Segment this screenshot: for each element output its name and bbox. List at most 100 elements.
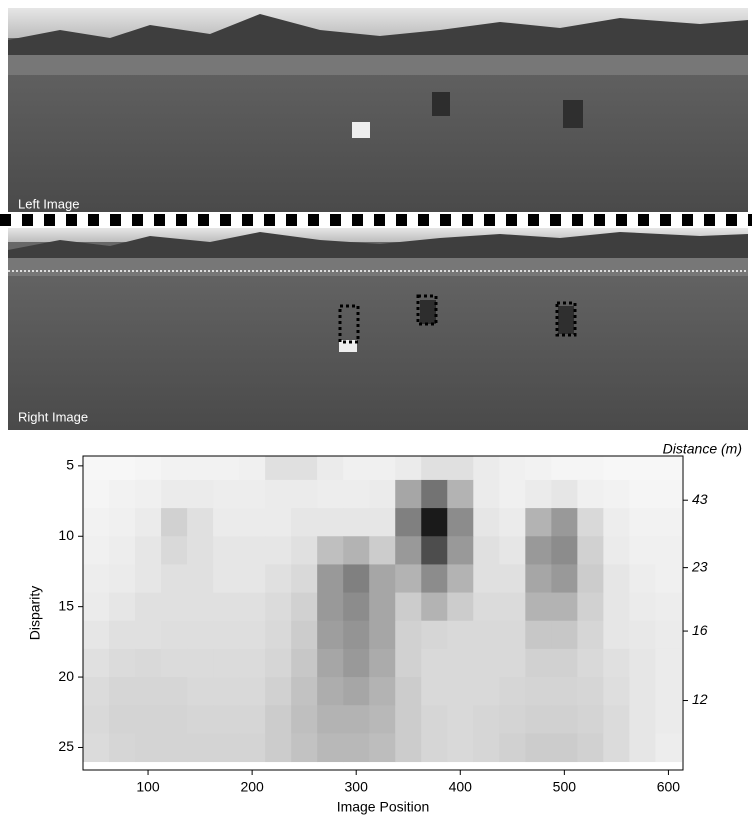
heatmap-cell [577, 564, 604, 594]
heatmap-cell [265, 592, 292, 622]
heatmap-cell [343, 733, 370, 763]
y2-axis-label: Distance (m) [663, 441, 742, 457]
heatmap-cell [525, 592, 552, 622]
heatmap-cell [629, 677, 656, 706]
heatmap-cell [395, 620, 422, 650]
heatmap-cell [499, 620, 526, 650]
heatmap-cell [187, 564, 214, 594]
heatmap-cell [499, 733, 526, 763]
x-tick-label: 600 [657, 779, 681, 795]
heatmap-cell [447, 733, 474, 763]
image-label: Left Image [18, 196, 79, 211]
heatmap-cell [421, 508, 448, 537]
heatmap-cell [83, 705, 110, 734]
heatmap-cell [603, 677, 630, 706]
heatmap-cell [343, 620, 370, 650]
heatmap-cell [187, 733, 214, 763]
heatmap-cell [421, 536, 448, 565]
heatmap-cell [603, 456, 630, 481]
heatmap-cell [317, 677, 344, 706]
heatmap-cell [577, 733, 604, 763]
heatmap-cell [343, 648, 370, 678]
heatmap-cell [187, 705, 214, 734]
heatmap-cell [213, 592, 240, 622]
heatmap-cell [343, 456, 370, 481]
heatmap-cell [525, 620, 552, 650]
heatmap-cell [473, 733, 500, 763]
x-tick-label: 200 [240, 779, 264, 795]
heatmap-cell [317, 592, 344, 622]
heatmap-cell [447, 508, 474, 537]
heatmap-cell [655, 456, 682, 481]
heatmap-cell [577, 456, 604, 481]
heatmap-cell [421, 592, 448, 622]
y2-tick-label: 16 [692, 622, 708, 638]
heatmap-cell [525, 564, 552, 594]
heatmap-cell [395, 536, 422, 565]
heatmap-cell [161, 536, 188, 565]
heatmap-cell [369, 733, 396, 763]
left-image: Left Image [8, 8, 748, 212]
heatmap-cell [213, 733, 240, 763]
heatmap-cell [265, 648, 292, 678]
heatmap-cell [421, 733, 448, 763]
heatmap-cell [213, 648, 240, 678]
heatmap-cell [135, 479, 162, 509]
heatmap-cell [655, 648, 682, 678]
image-label: Right Image [18, 409, 88, 424]
heatmap-cell [213, 508, 240, 537]
heatmap-cell [239, 648, 266, 678]
heatmap-cell [135, 733, 162, 763]
heatmap-cell [395, 508, 422, 537]
heatmap-cell [577, 648, 604, 678]
heatmap-cell [499, 479, 526, 509]
heatmap-cell [655, 677, 682, 706]
heatmap-cell [161, 592, 188, 622]
heatmap-cell [161, 733, 188, 763]
heatmap-cell [421, 479, 448, 509]
heatmap-cell [551, 677, 578, 706]
heatmap-cell [473, 479, 500, 509]
heatmap-cell [551, 733, 578, 763]
heatmap-cell [239, 479, 266, 509]
heatmap-cell [369, 536, 396, 565]
heatmap-cell [291, 733, 318, 763]
heatmap-cell [187, 536, 214, 565]
heatmap-cell [421, 705, 448, 734]
x-axis-label: Image Position [337, 799, 430, 815]
heatmap-cell [343, 536, 370, 565]
heatmap-cell [239, 592, 266, 622]
heatmap-cell [473, 564, 500, 594]
heatmap-cell [187, 508, 214, 537]
heatmap-cell [551, 648, 578, 678]
heatmap-cell [317, 620, 344, 650]
heatmap-cell [655, 592, 682, 622]
heatmap-cell [109, 677, 136, 706]
heatmap-cell [239, 508, 266, 537]
heatmap-cell [343, 592, 370, 622]
heatmap-cell [473, 592, 500, 622]
heatmap-cell [369, 479, 396, 509]
heatmap-cell [291, 705, 318, 734]
heatmap-cell [83, 564, 110, 594]
heatmap-cell [187, 677, 214, 706]
y2-tick-label: 43 [692, 491, 708, 507]
heatmap-cell [473, 648, 500, 678]
heatmap-cell [109, 456, 136, 481]
heatmap-cell [135, 456, 162, 481]
heatmap-cell [603, 564, 630, 594]
heatmap-cell [525, 733, 552, 763]
heatmap-cell [317, 456, 344, 481]
y-tick-label: 20 [58, 668, 74, 684]
heatmap-cell [551, 592, 578, 622]
heatmap-cell [135, 592, 162, 622]
heatmap-cell [369, 677, 396, 706]
heatmap-cell [499, 456, 526, 481]
heatmap-cell [603, 705, 630, 734]
heatmap-cell [161, 677, 188, 706]
heatmap-cell [447, 479, 474, 509]
y-tick-label: 10 [58, 527, 74, 543]
heatmap-cell [265, 564, 292, 594]
heatmap-cell [629, 592, 656, 622]
heatmap-cell [395, 564, 422, 594]
